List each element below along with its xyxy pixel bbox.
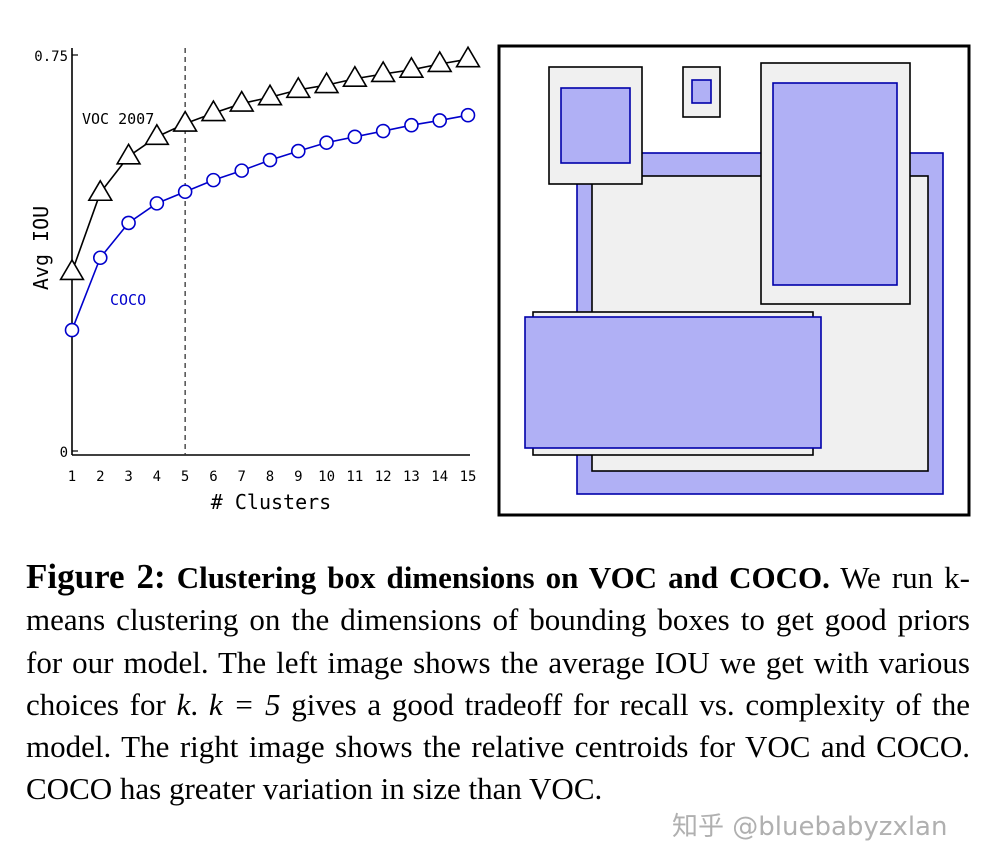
data-point-coco xyxy=(64,322,80,338)
data-point-voc xyxy=(59,258,85,281)
caption-text-3: gives a good tradeoff for recall vs. com… xyxy=(26,686,970,807)
data-point-voc xyxy=(426,50,453,73)
data-point-coco xyxy=(92,250,108,266)
zhihu-watermark: 知乎 @bluebabyzxlan xyxy=(672,812,948,842)
data-point-coco xyxy=(347,129,363,145)
data-point-voc xyxy=(398,56,425,79)
coco-centroid-tall xyxy=(772,82,898,286)
data-point-coco xyxy=(290,143,306,159)
x-tick-label: 2 xyxy=(96,469,104,485)
data-point-coco xyxy=(177,184,193,200)
data-point-coco xyxy=(206,172,221,188)
x-tick-label: 9 xyxy=(294,469,302,485)
data-point-coco xyxy=(121,215,136,231)
x-tick-label: 15 xyxy=(460,469,477,485)
x-tick-label: 8 xyxy=(266,469,274,485)
data-point-voc xyxy=(115,142,142,165)
figure-title: Clustering box dimensions on VOC and COC… xyxy=(176,560,830,595)
series-label-voc: VOC 2007 xyxy=(82,110,154,128)
data-point-coco xyxy=(319,135,334,150)
y-tick-label-bottom: 0 xyxy=(60,445,68,461)
data-point-coco xyxy=(404,117,419,133)
data-point-voc xyxy=(87,179,114,202)
x-tick-label: 12 xyxy=(375,469,392,485)
figure-caption: Figure 2: Clustering box dimensions on V… xyxy=(26,556,970,811)
data-point-voc xyxy=(200,99,227,122)
x-tick-label: 1 xyxy=(68,469,76,485)
coco-centroid-small xyxy=(691,79,712,104)
data-point-coco xyxy=(375,123,391,139)
caption-math-k5: k = 5 xyxy=(208,686,281,722)
data-point-coco xyxy=(460,107,476,123)
data-point-voc xyxy=(370,60,396,83)
x-tick-label: 6 xyxy=(209,469,217,485)
data-point-voc xyxy=(342,65,368,87)
data-point-coco xyxy=(262,152,278,168)
data-point-voc xyxy=(172,110,198,132)
x-tick-label: 14 xyxy=(431,469,448,485)
coco-centroid-wide xyxy=(524,316,822,449)
data-point-voc xyxy=(228,89,255,112)
series-label-coco: COCO xyxy=(110,291,146,309)
data-point-voc xyxy=(257,83,283,106)
data-point-voc xyxy=(144,123,170,146)
x-axis-label: # Clusters xyxy=(211,490,331,514)
caption-text-1: We run k-means clustering on the dimensi… xyxy=(26,560,970,722)
figure-label: Figure 2: xyxy=(26,557,166,596)
data-point-coco xyxy=(234,163,250,178)
x-tick-label: 3 xyxy=(124,469,132,485)
data-point-coco xyxy=(149,196,165,211)
data-point-voc xyxy=(285,76,312,99)
avg-iou-chart: 0.75 0 1 2 3 4 5 6 7 8 9 10 11 12 13 14 15 # Clusters … xyxy=(29,45,481,514)
series-group xyxy=(59,45,481,338)
figure-2-graphics: 0.75 0 1 2 3 4 5 6 7 8 9 10 11 12 13 14 15 # Clusters … xyxy=(29,44,971,517)
x-tick-labels: 1 2 3 4 5 6 7 8 9 10 11 12 13 14 15 xyxy=(68,469,477,485)
data-point-voc xyxy=(455,45,481,68)
x-tick-label: 4 xyxy=(153,469,161,485)
x-tick-label: 10 xyxy=(318,469,335,485)
y-axis-label: Avg IOU xyxy=(29,206,53,290)
data-point-voc xyxy=(313,71,340,94)
data-point-coco xyxy=(432,113,448,128)
x-tick-label: 5 xyxy=(181,469,189,485)
cluster-centroids-panel xyxy=(497,44,971,517)
caption-text-2: . xyxy=(190,686,199,722)
x-tick-label: 11 xyxy=(346,469,363,485)
x-tick-label: 7 xyxy=(237,469,245,485)
y-tick-label-top: 0.75 xyxy=(34,49,68,65)
x-tick-label: 13 xyxy=(403,469,420,485)
coco-centroid-medium xyxy=(560,87,631,164)
caption-math-k: k xyxy=(176,686,191,722)
